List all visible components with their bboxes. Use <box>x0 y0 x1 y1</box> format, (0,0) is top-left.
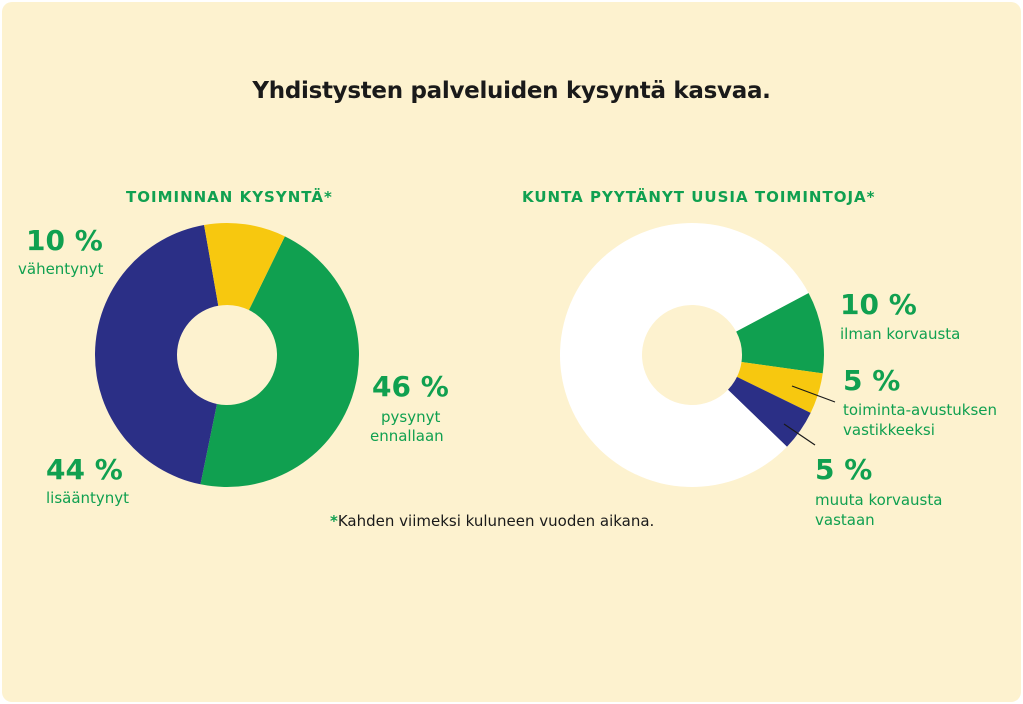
page-title: Yhdistysten palveluiden kysyntä kasvaa. <box>252 78 771 104</box>
slice-pysynyt-ennallaan <box>200 236 359 487</box>
slice-toiminta-avustuksen-vastikkeeksi <box>736 361 823 413</box>
data-label-lisaantynyt: lisääntynyt <box>46 489 130 507</box>
chart-title-toiminnan-kysynta: TOIMINNAN KYSYNTÄ* <box>126 188 333 206</box>
chart-title-kunta-pyytanyt: KUNTA PYYTÄNYT UUSIA TOIMINTOJA* <box>522 188 876 206</box>
data-label-ilman-korvausta-pct: 10 % <box>840 288 917 321</box>
data-label-toiminta-avustus-line2: vastikkeeksi <box>843 421 935 439</box>
leader-line-toiminta-avustus <box>791 385 836 403</box>
slice-vahentynyt <box>204 223 285 311</box>
data-label-pysynyt-pct: 46 % <box>372 370 449 403</box>
slice-muuta-korvausta <box>727 376 811 447</box>
leader-line-muuta-korvausta <box>783 423 816 446</box>
footnote-text: Kahden viimeksi kuluneen vuoden aikana. <box>337 512 655 530</box>
leader-lines <box>783 385 836 446</box>
data-label-vahentynyt-pct: 10 % <box>26 224 103 257</box>
data-label-vahentynyt: vähentynyt <box>18 260 104 278</box>
data-label-toiminta-avustus-line1: toiminta-avustuksen <box>843 401 998 419</box>
data-label-pysynyt-line2: ennallaan <box>370 427 444 445</box>
data-label-muuta-korvausta-line2: vastaan <box>815 511 875 529</box>
donut-chart-kunta-pyytanyt <box>560 223 825 488</box>
data-label-lisaantynyt-pct: 44 % <box>46 453 123 486</box>
data-label-pysynyt-line1: pysynyt <box>381 408 441 426</box>
donut-chart-toiminnan-kysynta <box>95 223 359 487</box>
data-label-toiminta-avustus-pct: 5 % <box>843 364 901 397</box>
footnote-star: * <box>330 512 338 530</box>
slice-ilman-korvausta <box>736 293 825 374</box>
slice-lisaantynyt <box>95 225 219 485</box>
data-label-muuta-korvausta-line1: muuta korvausta <box>815 491 943 509</box>
footnote: *Kahden viimeksi kuluneen vuoden aikana. <box>330 512 654 530</box>
data-label-ilman-korvausta: ilman korvausta <box>840 325 961 343</box>
data-label-muuta-korvausta-pct: 5 % <box>815 453 873 486</box>
slice-muut <box>560 223 809 488</box>
